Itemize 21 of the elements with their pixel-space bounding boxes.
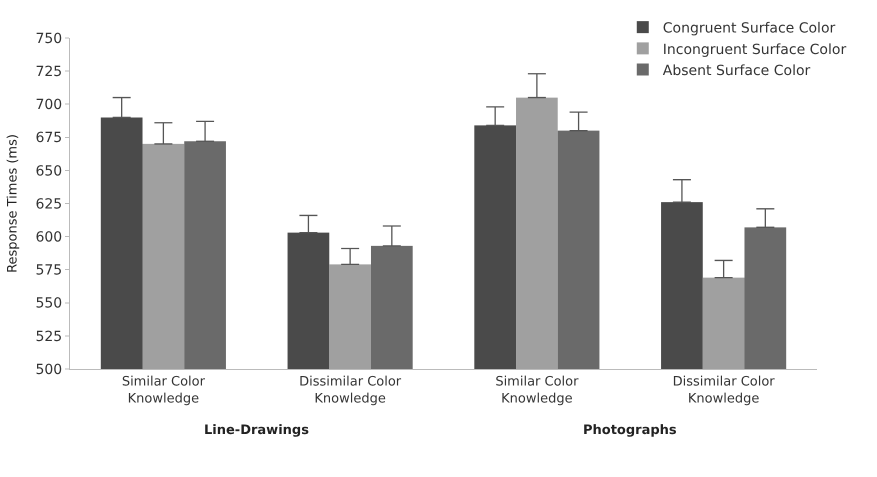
y-tick-label: 700 <box>35 97 62 114</box>
y-tick-label: 725 <box>35 64 62 80</box>
legend-label: Absent Surface Color <box>662 62 811 79</box>
y-tick-label: 525 <box>35 328 62 345</box>
y-tick-label: 600 <box>35 230 62 246</box>
y-tick-label: 575 <box>35 262 62 279</box>
legend-label: Congruent Surface Color <box>662 20 836 37</box>
y-tick-label: 500 <box>35 362 62 378</box>
x-tick-label: Similar Color Knowledge <box>495 374 580 406</box>
x-tick-label: Similar Color Knowledge <box>122 374 206 406</box>
y-tick-label: 675 <box>35 130 62 146</box>
y-tick-label: 750 <box>35 30 62 47</box>
y-axis-title: Response Times (ms) <box>5 134 20 273</box>
text: Photographs <box>583 423 677 438</box>
x-tick-label: Dissimilar Color Knowledge <box>299 374 402 406</box>
y-tick-label: 550 <box>35 296 62 312</box>
legend-label: Incongruent Surface Color <box>662 42 846 58</box>
y-tick-label: 650 <box>35 163 62 180</box>
y-tick-label: 625 <box>35 196 62 212</box>
text: Line-Drawings <box>204 423 310 438</box>
x-tick-label: Dissimilar Color Knowledge <box>672 374 776 406</box>
